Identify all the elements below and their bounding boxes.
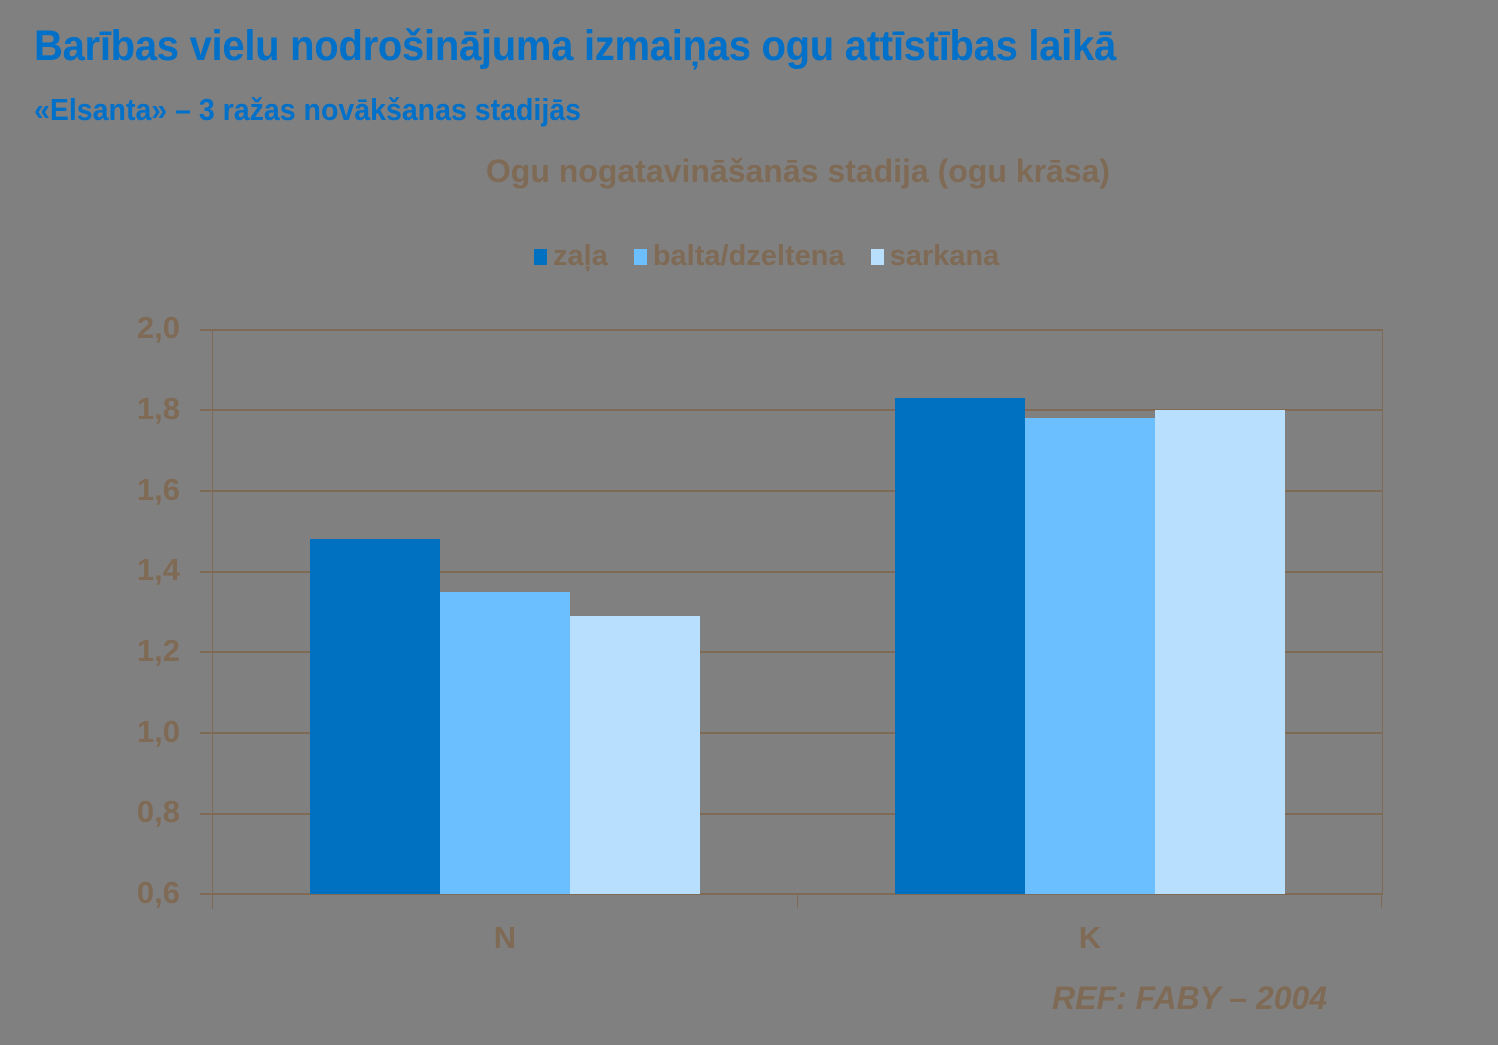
chart-legend: zaļa balta/dzeltena sarkana <box>534 240 1025 273</box>
legend-item-balta: balta/dzeltena <box>633 240 845 273</box>
x-axis-line <box>200 893 1383 895</box>
page-subtitle: «Elsanta» – 3 ražas novākšanas stadijās <box>34 92 581 127</box>
legend-label: sarkana <box>889 240 1000 272</box>
gridline <box>200 732 1383 734</box>
legend-item-zala: zaļa <box>534 240 608 273</box>
gridline <box>200 571 1383 573</box>
y-axis-line <box>212 329 213 909</box>
x-category-label-K: K <box>1078 920 1102 955</box>
legend-swatch-balta <box>633 248 647 265</box>
gridline <box>200 813 1383 815</box>
y-tick-label: 2,0 <box>136 310 180 345</box>
legend-label: zaļa <box>553 240 608 272</box>
x-category-label-N: N <box>493 920 517 955</box>
y-tick-label: 1,2 <box>136 633 180 668</box>
chart-title: Ogu nogatavināšanās stadija (ogu krāsa) <box>485 153 1111 189</box>
legend-swatch-sarkana <box>870 248 884 265</box>
y-tick-label: 0,6 <box>136 875 180 910</box>
y-tick-label: 0,8 <box>136 794 180 829</box>
bar-N-zala <box>310 539 440 894</box>
y-tick-label: 1,8 <box>136 391 180 426</box>
bar-N-balta <box>440 592 570 894</box>
y-tick-label: 1,6 <box>136 472 180 507</box>
bar-K-balta <box>1025 418 1155 894</box>
gridline <box>200 409 1383 411</box>
bar-N-sarkana <box>570 616 700 894</box>
y-tick-label: 1,4 <box>136 552 180 587</box>
bar-K-sarkana <box>1155 410 1285 894</box>
x-tick <box>797 894 798 908</box>
y-tick-label: 1,0 <box>136 714 180 749</box>
page-title: Barības vielu nodrošinājuma izmaiņas ogu… <box>34 22 1116 70</box>
gridline <box>200 490 1383 492</box>
reference-note: REF: FABY – 2004 <box>1052 980 1328 1016</box>
plot-border-right <box>1382 329 1383 894</box>
legend-label: balta/dzeltena <box>652 240 845 272</box>
plot-area <box>200 329 1383 909</box>
gridline <box>200 651 1383 653</box>
x-tick <box>1381 894 1382 908</box>
bar-K-zala <box>895 398 1025 894</box>
legend-item-sarkana: sarkana <box>870 240 1000 273</box>
gridline <box>200 329 1383 331</box>
legend-swatch-zala <box>534 248 547 265</box>
